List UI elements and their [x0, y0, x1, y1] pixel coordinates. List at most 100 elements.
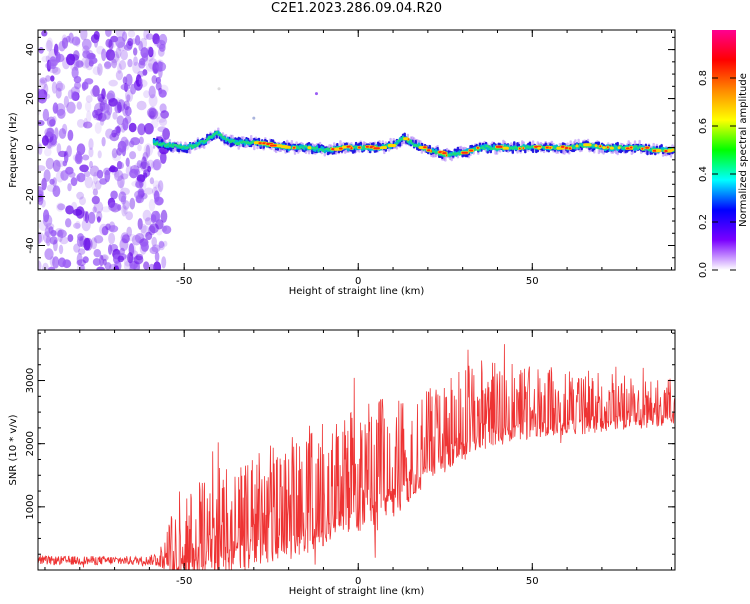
signal-cell: [187, 146, 190, 149]
noise-blob: [46, 37, 54, 51]
noise-blob: [137, 123, 146, 136]
y-tick-label: -20: [25, 188, 36, 204]
noise-blob: [88, 211, 96, 224]
noise-blob: [141, 156, 147, 170]
noise-blob: [56, 143, 62, 155]
colorbar-tick-label: 0.6: [698, 118, 709, 134]
noise-blob: [76, 101, 83, 110]
noise-blob: [106, 103, 113, 116]
signal-cell: [315, 146, 319, 149]
colorbar-fill: [712, 30, 736, 270]
signal-peak-cell: [407, 138, 409, 141]
noise-blob: [93, 249, 102, 258]
x-axis: -50 0 50 Height of straight line (km): [44, 30, 673, 297]
figure-title: C2E1.2023.286.09.04.R20: [270, 1, 443, 16]
signal-cell: [400, 138, 403, 141]
noise-blob: [137, 144, 142, 152]
noise-blob: [143, 261, 150, 270]
noise-blob: [137, 218, 143, 230]
colorbar-label: Normalized spectral amplitude: [738, 73, 749, 227]
noise-blob: [72, 208, 83, 216]
signal-cell: [635, 144, 638, 148]
signal-cell: [298, 147, 301, 150]
noise-blob: [71, 36, 81, 46]
snr-series-line: [38, 344, 675, 570]
y-tick-label: -40: [25, 237, 36, 253]
noise-blob: [157, 126, 168, 133]
noise-blob: [38, 232, 42, 245]
signal-peak-cell: [476, 146, 479, 149]
noise-blob: [136, 174, 146, 183]
noise-blob: [104, 169, 111, 183]
noise-blob: [108, 225, 119, 233]
noise-blob: [151, 210, 161, 222]
noise-blob: [43, 231, 51, 244]
noise-blob: [149, 110, 155, 120]
signal-hot-cell: [675, 149, 681, 152]
signal-cell: [481, 146, 485, 149]
noise-blob: [85, 49, 94, 60]
signal-band: [152, 127, 681, 162]
noise-blob: [131, 234, 142, 246]
signal-cell: [232, 139, 236, 142]
spectrogram-plot: -50 0 50 Height of straight line (km) -40 -20…: [8, 29, 681, 297]
signal-peak-cell: [442, 152, 447, 155]
signal-peak-cell: [599, 145, 602, 148]
noise-blob: [52, 256, 60, 269]
noise-blob: [77, 248, 86, 255]
noise-blob: [153, 190, 160, 202]
noise-blob: [104, 61, 112, 70]
noise-blob: [82, 50, 91, 59]
signal-hot-cell: [602, 146, 606, 150]
signal-cell: [524, 147, 527, 150]
signal-cell: [354, 145, 358, 148]
noise-blob: [137, 188, 145, 195]
noise-blob: [114, 170, 120, 178]
noise-blob: [92, 66, 101, 76]
signal-hot-cell: [594, 144, 598, 148]
noise-blob: [92, 258, 101, 266]
noise-blob: [129, 168, 139, 179]
noise-blob: [76, 143, 86, 156]
signal-cell: [361, 146, 364, 150]
noise-blob: [43, 169, 51, 182]
noise-region: [38, 30, 172, 270]
signal-cell: [215, 130, 218, 134]
spectrogram-content: [38, 30, 681, 270]
signal-cell: [411, 142, 414, 145]
noise-blob: [148, 108, 159, 120]
y-axis: -40 -20 0 20 40 Frequency (Hz): [8, 36, 675, 271]
noise-blob: [114, 126, 121, 134]
noise-blob: [137, 236, 147, 244]
noise-blob: [53, 239, 58, 252]
noise-blob: [83, 237, 91, 251]
signal-cell: [317, 149, 320, 152]
noise-blob: [89, 160, 93, 169]
noise-blob: [58, 244, 64, 255]
noise-blob: [75, 60, 84, 68]
signal-cell: [320, 148, 323, 151]
noise-blob: [51, 81, 58, 94]
noise-blob: [43, 83, 49, 96]
colorbar-tick-label: 0.8: [698, 70, 709, 86]
noise-blob: [93, 103, 104, 116]
noise-blob: [76, 172, 86, 183]
noise-blob: [129, 243, 136, 255]
x-tick-label: -50: [176, 276, 192, 287]
noise-blob: [126, 94, 131, 102]
noise-blob: [38, 47, 44, 54]
noise-blob: [101, 136, 106, 147]
signal-cell: [365, 148, 369, 150]
noise-blob: [92, 109, 99, 119]
noise-blob: [110, 190, 118, 200]
x-axis-label: Height of straight line (km): [289, 586, 425, 597]
noise-blob: [92, 85, 100, 97]
signal-peak-cell: [446, 154, 448, 157]
noise-blob: [127, 30, 136, 38]
noise-blob: [125, 73, 133, 87]
noise-blob: [42, 93, 51, 100]
noise-blob: [129, 151, 137, 160]
noise-blob: [117, 255, 125, 263]
outlier-dot: [314, 92, 318, 96]
